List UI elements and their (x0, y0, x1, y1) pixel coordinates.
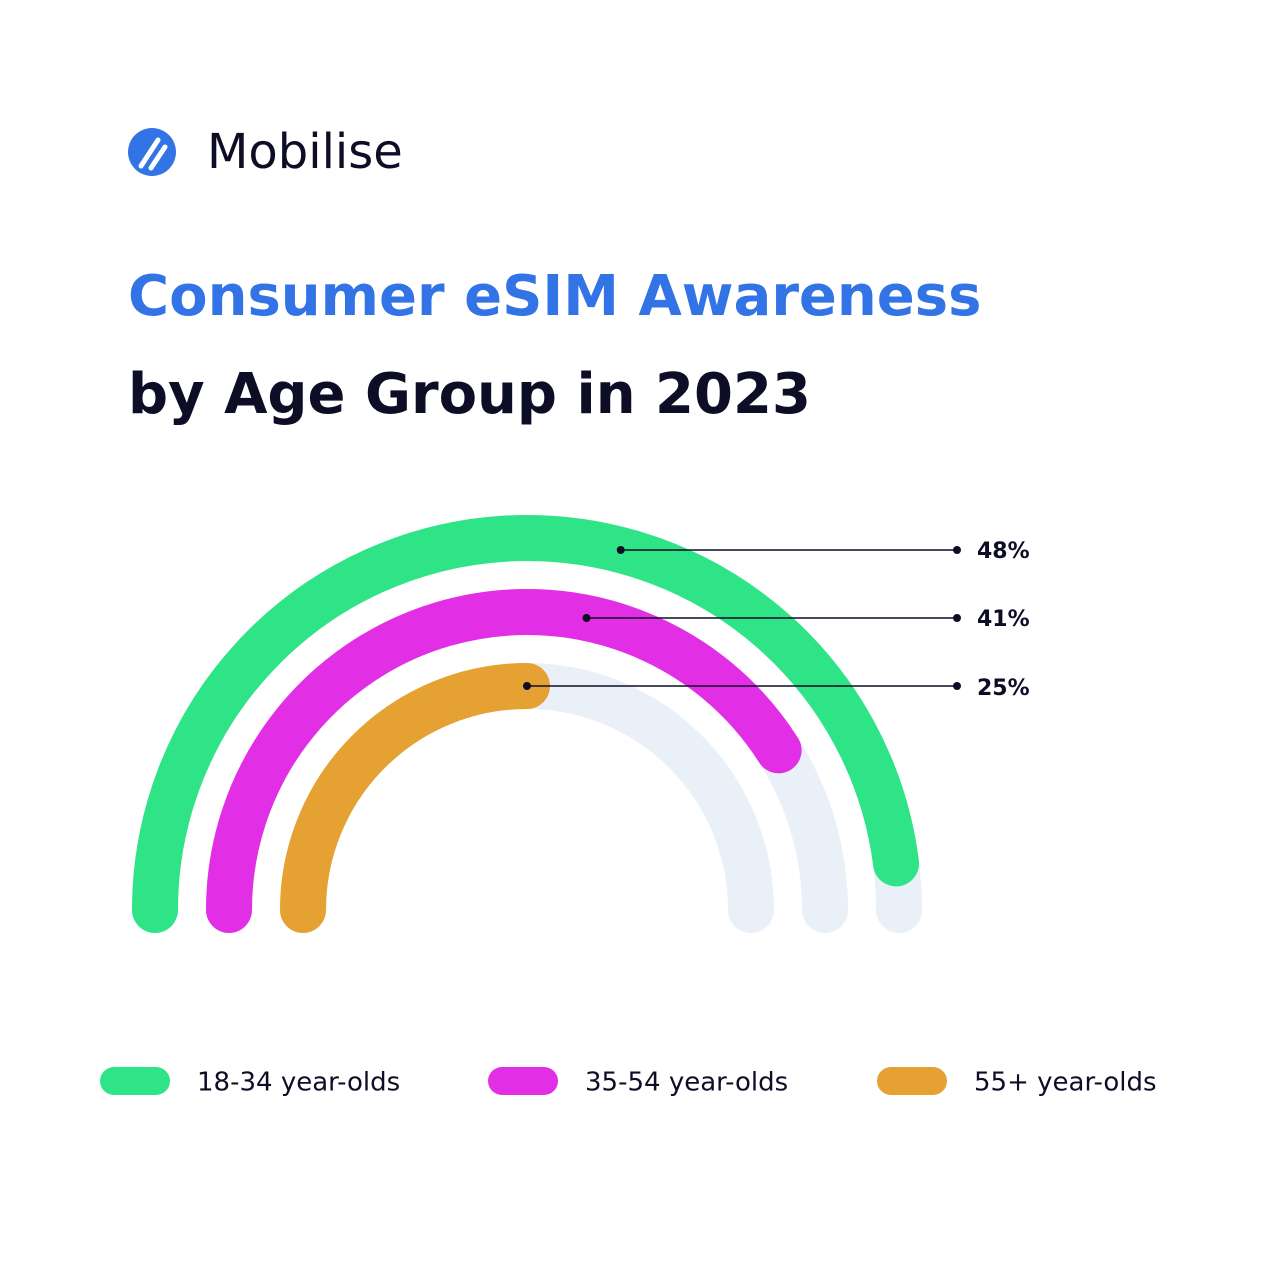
leader-dot (523, 682, 531, 690)
value-label: 25% (977, 676, 1030, 701)
arc-bar (206, 589, 802, 933)
legend-label: 18-34 year-olds (197, 1068, 400, 1098)
brand: Mobilise (207, 124, 403, 180)
value-label: 48% (977, 539, 1030, 564)
legend-label: 35-54 year-olds (585, 1068, 788, 1098)
legend-swatch (100, 1067, 170, 1095)
leader-dot (953, 682, 961, 690)
logo-icon (128, 128, 176, 176)
chart-title: Consumer eSIM Awareness (128, 264, 981, 329)
legend-swatch (877, 1067, 947, 1095)
chart-subtitle: by Age Group in 2023 (128, 362, 811, 427)
leader-dot (953, 546, 961, 554)
leader-dot (953, 614, 961, 622)
leader-dot (616, 546, 625, 554)
value-label: 41% (977, 607, 1030, 632)
arc-bar (132, 515, 920, 933)
legend-label: 55+ year-olds (974, 1068, 1157, 1098)
arc-bar (280, 663, 550, 933)
leader-dot (582, 614, 591, 622)
legend-swatch (488, 1067, 558, 1095)
